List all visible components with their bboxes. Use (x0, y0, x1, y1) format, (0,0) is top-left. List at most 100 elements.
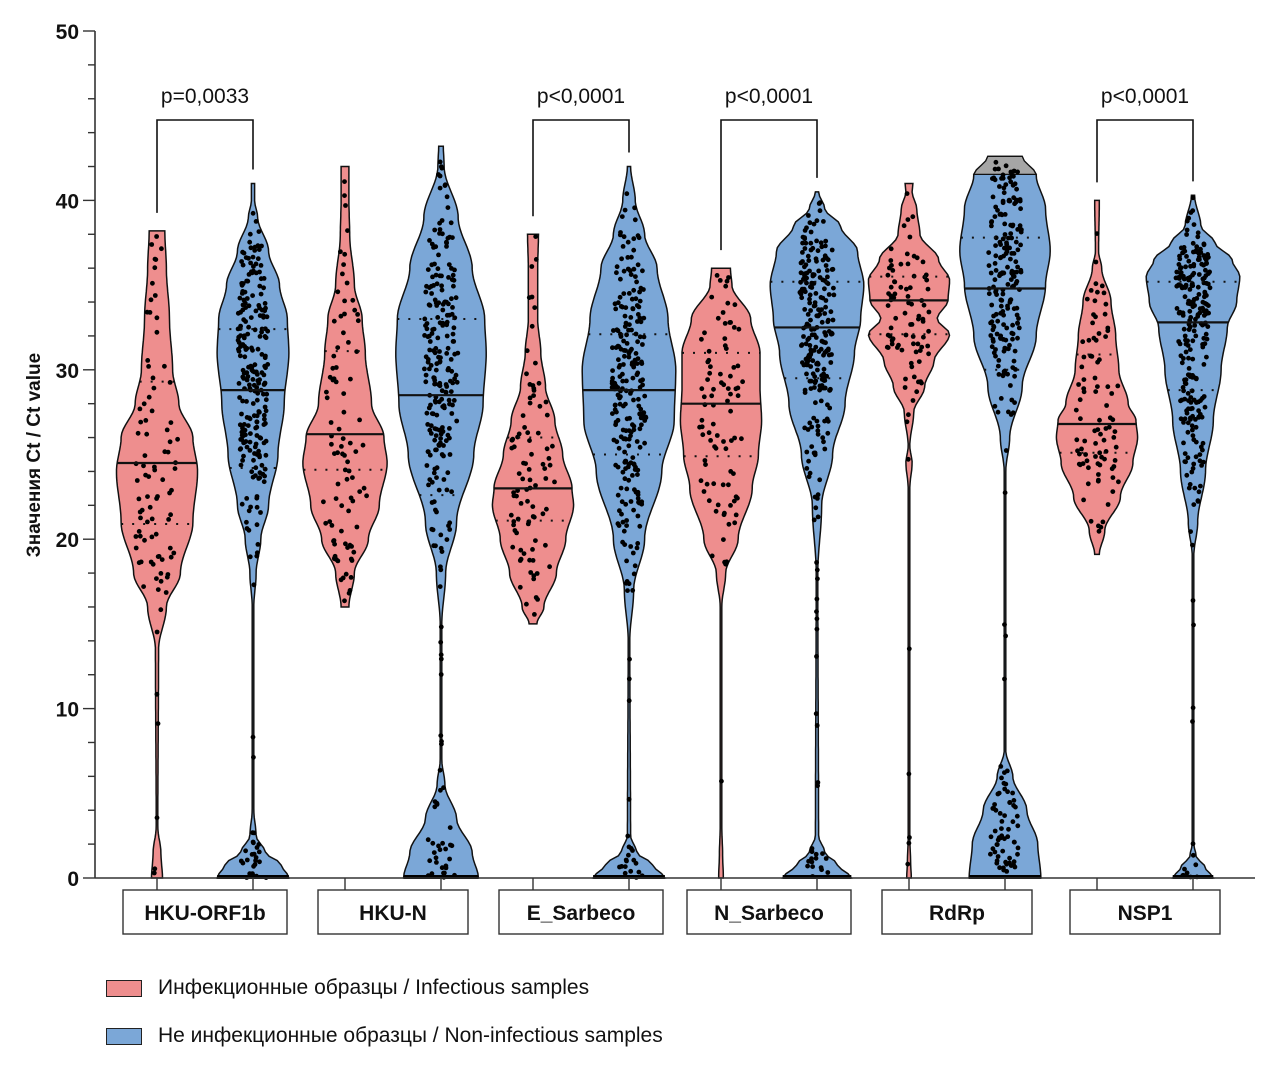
data-point (641, 287, 646, 292)
data-point (626, 698, 632, 704)
data-point (907, 285, 913, 291)
data-point (440, 840, 445, 846)
data-point (735, 393, 741, 399)
data-point (439, 388, 445, 394)
data-point (433, 272, 439, 278)
data-point (631, 571, 637, 577)
data-point (1006, 346, 1011, 352)
data-point (340, 451, 345, 457)
data-point (725, 398, 730, 404)
data-point (619, 511, 624, 517)
y-axis-label: Значения Ct / Ct value (24, 353, 45, 557)
data-point (524, 371, 529, 377)
data-point (633, 274, 638, 279)
data-point (911, 253, 917, 259)
data-point (426, 482, 431, 488)
data-point (425, 357, 431, 362)
data-point (447, 401, 452, 407)
data-point (239, 259, 245, 264)
data-point (728, 373, 733, 379)
data-point (802, 390, 808, 395)
data-point (1205, 281, 1211, 287)
data-point (626, 291, 632, 296)
data-point (620, 378, 626, 384)
y-tick-label: 40 (56, 190, 79, 213)
data-point (1191, 328, 1197, 334)
data-point (432, 227, 438, 233)
data-point (634, 303, 640, 308)
data-point (808, 229, 814, 235)
data-point (993, 268, 999, 273)
data-point (915, 341, 921, 347)
data-point (339, 444, 344, 449)
data-point (246, 255, 251, 261)
data-point (527, 400, 533, 406)
data-point (255, 256, 261, 262)
data-point (715, 502, 721, 508)
data-point (637, 523, 643, 529)
data-point (257, 454, 262, 460)
data-point (1186, 298, 1192, 304)
data-point (805, 427, 811, 432)
data-point (807, 343, 813, 348)
data-point (1017, 223, 1023, 229)
data-point (622, 459, 628, 465)
data-point (1004, 325, 1010, 331)
data-point (1016, 325, 1022, 331)
data-point (247, 871, 253, 877)
data-point (443, 865, 449, 871)
data-point (1008, 256, 1013, 262)
data-point (1002, 622, 1007, 627)
data-point (728, 408, 733, 414)
data-point (1083, 452, 1088, 457)
data-point (254, 494, 260, 499)
data-point (1188, 395, 1194, 400)
data-point (813, 400, 818, 406)
data-point (259, 326, 265, 332)
data-point (1195, 234, 1201, 240)
data-point (1191, 222, 1197, 228)
data-point (993, 311, 999, 317)
data-point (335, 289, 341, 295)
data-point (823, 856, 829, 861)
data-point (719, 380, 724, 386)
data-point (1196, 272, 1202, 277)
data-point (799, 295, 805, 301)
data-point (824, 416, 830, 422)
data-point (637, 315, 643, 321)
data-point (625, 239, 631, 245)
data-point (632, 487, 637, 493)
data-point (138, 515, 143, 521)
data-point (433, 244, 439, 250)
data-point (713, 508, 719, 514)
data-point (813, 344, 819, 350)
data-point (259, 243, 264, 249)
data-point (534, 571, 540, 576)
data-point (443, 390, 449, 395)
data-point (253, 858, 258, 863)
data-point (255, 243, 261, 249)
data-point (1011, 798, 1017, 803)
data-point (247, 554, 253, 560)
data-point (438, 532, 444, 538)
data-point (1105, 384, 1111, 390)
data-point (726, 482, 731, 488)
data-point (995, 854, 1001, 859)
data-point (164, 427, 170, 433)
data-point (994, 858, 1000, 864)
data-point (1097, 462, 1103, 468)
data-point (699, 336, 704, 342)
data-point (238, 462, 244, 468)
data-point (823, 298, 829, 303)
data-point (339, 528, 344, 534)
data-point (906, 412, 911, 418)
data-point (622, 313, 628, 319)
data-point (151, 870, 157, 876)
data-point (1207, 285, 1213, 291)
data-point (825, 430, 831, 436)
data-point (913, 349, 919, 355)
data-point (450, 305, 455, 310)
data-point (517, 558, 523, 563)
data-point (1183, 337, 1188, 343)
data-point (258, 291, 264, 297)
